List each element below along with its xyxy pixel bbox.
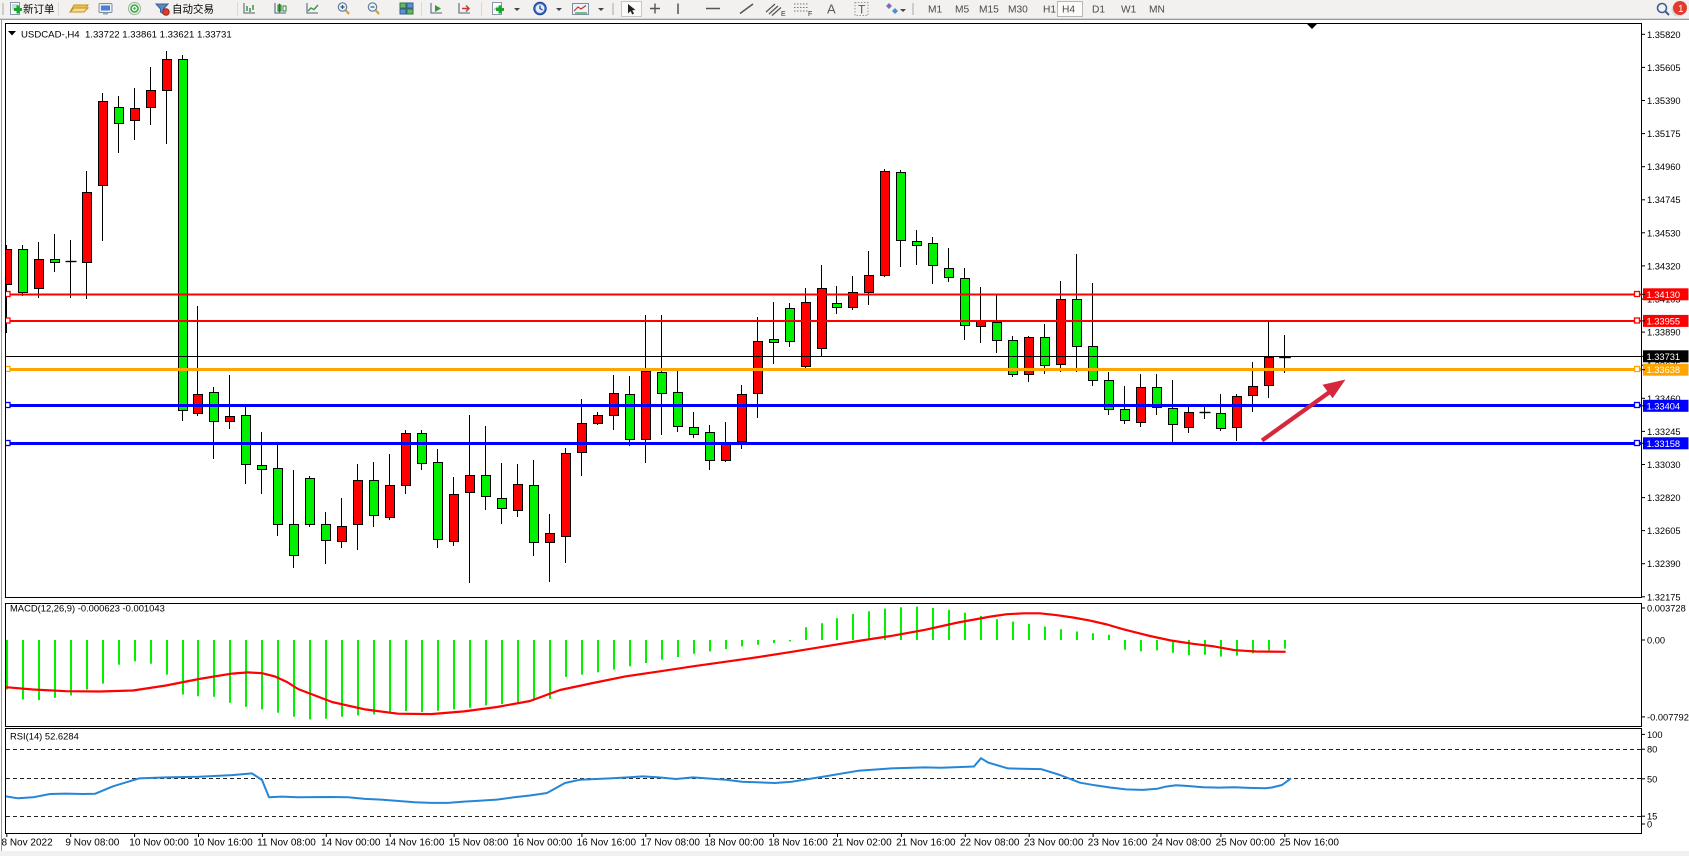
- svg-text:RSI(14) 52.6284: RSI(14) 52.6284: [10, 731, 79, 742]
- svg-text:新订单: 新订单: [23, 3, 55, 16]
- svg-text:16 Nov 00:00: 16 Nov 00:00: [513, 838, 573, 849]
- svg-text:24 Nov 08:00: 24 Nov 08:00: [1152, 838, 1212, 849]
- svg-text:14 Nov 16:00: 14 Nov 16:00: [385, 838, 445, 849]
- svg-text:8 Nov 2022: 8 Nov 2022: [2, 838, 54, 849]
- svg-text:MACD(12,26,9) -0.000623 -0.001: MACD(12,26,9) -0.000623 -0.001043: [10, 603, 165, 614]
- svg-text:1.33030: 1.33030: [1647, 460, 1681, 470]
- svg-text:9 Nov 08:00: 9 Nov 08:00: [65, 838, 119, 849]
- svg-text:18 Nov 00:00: 18 Nov 00:00: [704, 838, 764, 849]
- svg-text:M30: M30: [1008, 5, 1028, 16]
- svg-text:A: A: [827, 2, 836, 17]
- svg-text:1.34130: 1.34130: [1647, 290, 1681, 300]
- svg-text:1.33890: 1.33890: [1647, 328, 1681, 338]
- svg-text:25 Nov 16:00: 25 Nov 16:00: [1280, 838, 1340, 849]
- svg-text:23 Nov 16:00: 23 Nov 16:00: [1088, 838, 1148, 849]
- svg-text:1.33460: 1.33460: [1647, 394, 1681, 404]
- svg-text:1.33955: 1.33955: [1647, 316, 1681, 326]
- svg-text:T: T: [858, 3, 866, 17]
- svg-text:1.34745: 1.34745: [1647, 195, 1681, 205]
- svg-text:1.35175: 1.35175: [1647, 129, 1681, 139]
- svg-text:15: 15: [1647, 812, 1657, 822]
- svg-text:F: F: [808, 11, 812, 18]
- svg-text:1.32175: 1.32175: [1647, 592, 1681, 602]
- svg-text:23 Nov 00:00: 23 Nov 00:00: [1024, 838, 1084, 849]
- svg-text:1.33638: 1.33638: [1647, 365, 1681, 375]
- svg-text:1.32605: 1.32605: [1647, 526, 1681, 536]
- svg-text:1.34320: 1.34320: [1647, 261, 1681, 271]
- svg-text:1: 1: [1678, 4, 1684, 15]
- svg-text:22 Nov 08:00: 22 Nov 08:00: [960, 838, 1020, 849]
- svg-text:M15: M15: [979, 5, 999, 16]
- svg-text:10 Nov 00:00: 10 Nov 00:00: [129, 838, 189, 849]
- svg-text:15 Nov 08:00: 15 Nov 08:00: [449, 838, 509, 849]
- svg-text:10 Nov 16:00: 10 Nov 16:00: [193, 838, 253, 849]
- svg-text:1.33731: 1.33731: [1647, 352, 1681, 362]
- svg-text:18 Nov 16:00: 18 Nov 16:00: [768, 838, 828, 849]
- svg-text:-0.007792: -0.007792: [1647, 712, 1689, 722]
- svg-text:1.33245: 1.33245: [1647, 427, 1681, 437]
- svg-text:1.35605: 1.35605: [1647, 63, 1681, 73]
- svg-text:W1: W1: [1121, 5, 1137, 16]
- svg-text:1.32390: 1.32390: [1647, 559, 1681, 569]
- svg-text:1.33404: 1.33404: [1647, 401, 1681, 411]
- svg-text:M1: M1: [928, 5, 942, 16]
- svg-text:D1: D1: [1092, 5, 1105, 16]
- svg-text:E: E: [781, 11, 786, 18]
- svg-text:50: 50: [1647, 774, 1657, 784]
- svg-text:0.003728: 0.003728: [1647, 604, 1686, 614]
- svg-text:21 Nov 16:00: 21 Nov 16:00: [896, 838, 956, 849]
- svg-text:1.32820: 1.32820: [1647, 493, 1681, 503]
- svg-text:自动交易: 自动交易: [172, 3, 214, 16]
- svg-text:H1: H1: [1043, 5, 1056, 16]
- svg-text:11 Nov 08:00: 11 Nov 08:00: [257, 838, 316, 849]
- svg-text:M5: M5: [955, 5, 969, 16]
- svg-text:1.34530: 1.34530: [1647, 228, 1681, 238]
- svg-text:0: 0: [1647, 820, 1652, 830]
- svg-text:1.35390: 1.35390: [1647, 96, 1681, 106]
- svg-text:21 Nov 02:00: 21 Nov 02:00: [832, 838, 892, 849]
- svg-text:H4: H4: [1062, 5, 1075, 16]
- svg-text:80: 80: [1647, 745, 1657, 755]
- svg-text:17 Nov 08:00: 17 Nov 08:00: [641, 838, 701, 849]
- svg-text:0.00: 0.00: [1647, 636, 1665, 646]
- svg-text:MN: MN: [1149, 5, 1165, 16]
- svg-text:1.35820: 1.35820: [1647, 30, 1681, 40]
- svg-text:16 Nov 16:00: 16 Nov 16:00: [577, 838, 637, 849]
- svg-text:14 Nov 00:00: 14 Nov 00:00: [321, 838, 381, 849]
- svg-text:1.33158: 1.33158: [1647, 439, 1681, 449]
- svg-text:USDCAD-,H4 1.33722 1.33861 1.: USDCAD-,H4 1.33722 1.33861 1.33621 1.337…: [21, 30, 232, 41]
- svg-text:1.34960: 1.34960: [1647, 162, 1681, 172]
- svg-text:100: 100: [1647, 730, 1663, 740]
- svg-text:25 Nov 00:00: 25 Nov 00:00: [1216, 838, 1276, 849]
